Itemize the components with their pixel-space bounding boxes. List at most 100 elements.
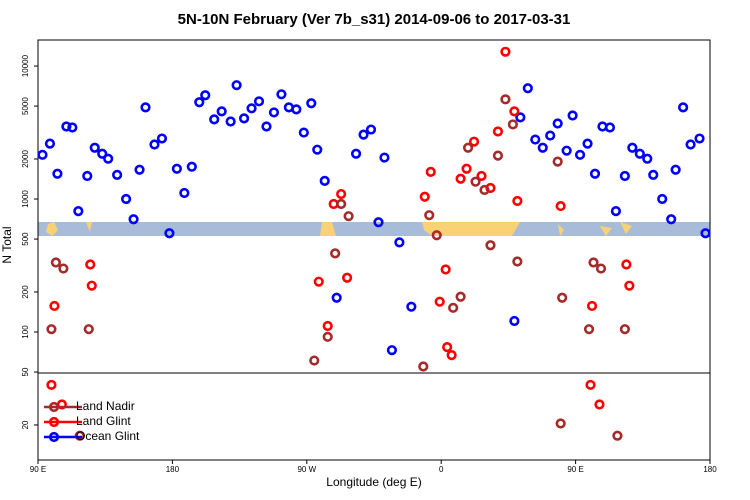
point — [238, 113, 250, 124]
point — [89, 142, 100, 153]
point — [479, 184, 490, 196]
point — [319, 175, 330, 186]
point — [97, 148, 108, 159]
point — [530, 134, 541, 145]
x-axis-label: Longitude (deg E) — [326, 475, 421, 489]
point — [291, 104, 302, 115]
point — [619, 324, 630, 335]
point — [666, 214, 677, 225]
point — [634, 148, 645, 159]
y-axis-label: N Total — [0, 226, 14, 263]
point — [500, 94, 511, 105]
point — [134, 164, 145, 175]
point — [386, 345, 398, 356]
point — [561, 145, 572, 156]
point — [476, 170, 487, 182]
point — [557, 292, 568, 303]
point — [83, 324, 94, 335]
point — [179, 187, 190, 199]
point — [418, 361, 429, 372]
point — [312, 144, 323, 155]
point — [537, 142, 548, 153]
x-tick-label: 0 — [439, 465, 444, 474]
point — [619, 170, 630, 182]
point — [515, 112, 526, 123]
x-tick-label: 90 E — [30, 465, 46, 474]
point — [86, 280, 97, 291]
point — [394, 237, 405, 248]
point — [128, 214, 139, 225]
point — [164, 228, 175, 239]
point — [425, 166, 436, 177]
point — [612, 430, 623, 441]
point — [431, 230, 442, 241]
point — [470, 176, 481, 187]
point — [46, 379, 57, 391]
point — [468, 136, 480, 147]
point — [648, 169, 659, 180]
point — [545, 130, 556, 141]
point — [268, 107, 280, 118]
point — [216, 106, 227, 117]
point — [585, 379, 596, 391]
point — [343, 211, 354, 222]
point — [156, 133, 168, 144]
point — [552, 118, 563, 129]
point — [74, 430, 85, 441]
point — [642, 153, 653, 164]
point — [500, 46, 511, 57]
point — [67, 122, 78, 133]
legend-marker — [48, 401, 60, 413]
x-tick-label: 90 E — [567, 465, 583, 474]
point — [261, 121, 272, 132]
point — [424, 210, 435, 221]
point — [624, 280, 635, 291]
point — [522, 83, 533, 94]
y-tick-label: 1000 — [21, 190, 30, 208]
point — [567, 110, 578, 121]
point — [448, 302, 459, 313]
point — [276, 89, 287, 100]
legend-label: Land Nadir — [76, 399, 135, 413]
point — [358, 129, 369, 140]
point — [574, 149, 586, 160]
point — [492, 126, 504, 137]
point — [419, 191, 430, 202]
point — [85, 259, 96, 270]
y-tick-label: 2000 — [21, 150, 30, 168]
point — [604, 122, 616, 133]
point — [512, 256, 523, 267]
point — [194, 97, 205, 108]
point — [209, 114, 220, 125]
point — [434, 296, 445, 307]
x-tick-label: 180 — [703, 465, 717, 474]
point — [342, 272, 353, 283]
point — [442, 341, 453, 353]
point — [37, 149, 48, 160]
point — [306, 98, 317, 109]
point — [225, 116, 236, 127]
point — [512, 195, 523, 207]
point — [583, 324, 595, 335]
point — [555, 418, 566, 429]
point — [121, 193, 132, 205]
point — [588, 257, 599, 268]
y-tick-label: 5000 — [21, 97, 30, 115]
point — [49, 300, 60, 312]
point — [685, 139, 696, 150]
point — [678, 102, 689, 113]
marks — [37, 46, 711, 441]
legend-label: Ocean Glint — [76, 429, 140, 443]
point — [200, 90, 211, 101]
point — [52, 168, 63, 179]
point — [507, 119, 518, 130]
point — [440, 264, 451, 275]
map-band — [38, 222, 710, 236]
ocean-band — [38, 222, 710, 236]
point — [73, 206, 84, 217]
land-shape — [46, 222, 632, 236]
point — [700, 228, 711, 239]
y-tick-label: 100 — [21, 325, 30, 339]
point — [231, 80, 242, 91]
